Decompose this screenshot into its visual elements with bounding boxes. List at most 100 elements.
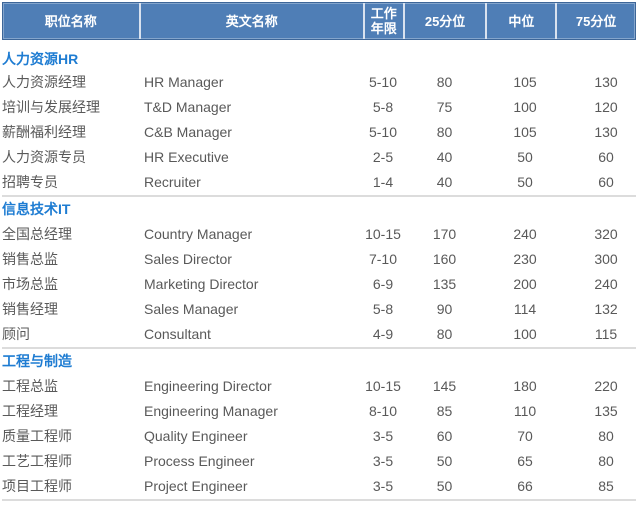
cell-years: 1-4 xyxy=(372,174,394,190)
cell-position-en: Sales Director xyxy=(144,251,232,267)
cell-years: 5-10 xyxy=(368,124,398,140)
cell-position-cn: 薪酬福利经理 xyxy=(2,124,86,140)
cell-median: 66 xyxy=(517,478,533,494)
header-cell-position-cn: 职位名称 xyxy=(44,13,97,29)
table-row: 人力资源经理 HR Manager 5-10 80 105 130 xyxy=(2,70,636,95)
cell-position-cn: 工程总监 xyxy=(2,378,58,394)
cell-median: 50 xyxy=(517,149,533,165)
table-row: 人力资源专员 HR Executive 2-5 40 50 60 xyxy=(2,145,636,170)
cell-position-cn: 工艺工程师 xyxy=(2,453,72,469)
cell-p75: 130 xyxy=(594,124,618,140)
header-cell-median: 中位 xyxy=(485,3,555,39)
table-row: 顾问 Consultant 4-9 80 100 115 xyxy=(2,322,636,347)
cell-p75: 60 xyxy=(598,174,614,190)
cell-p75: 130 xyxy=(594,74,618,90)
cell-years: 5-10 xyxy=(368,74,398,90)
cell-position-en: Country Manager xyxy=(144,226,253,242)
table-row: 工程总监 Engineering Director 10-15 145 180 … xyxy=(2,374,636,399)
table-row: 质量工程师 Quality Engineer 3-5 60 70 80 xyxy=(2,424,636,449)
cell-years: 3-5 xyxy=(372,428,394,444)
cell-p25: 50 xyxy=(436,453,453,469)
cell-p25: 170 xyxy=(432,226,457,242)
cell-position-en: C&B Manager xyxy=(144,124,232,140)
cell-position-en: Recruiter xyxy=(144,174,201,190)
cell-position-en: HR Executive xyxy=(144,149,229,165)
cell-p75: 132 xyxy=(594,301,618,317)
cell-p25: 145 xyxy=(432,378,457,394)
cell-years: 6-9 xyxy=(372,276,394,292)
section-title: 人力资源HR xyxy=(2,51,79,67)
cell-position-cn: 工程经理 xyxy=(2,403,58,419)
section-rows: 工程总监 Engineering Director 10-15 145 180 … xyxy=(2,374,636,499)
cell-median: 105 xyxy=(513,74,537,90)
cell-years: 8-10 xyxy=(368,403,398,419)
cell-p75: 80 xyxy=(598,428,614,444)
cell-position-en: Engineering Manager xyxy=(144,403,278,419)
cell-years: 5-8 xyxy=(372,99,394,115)
cell-position-cn: 项目工程师 xyxy=(2,478,72,494)
cell-position-cn: 人力资源经理 xyxy=(2,74,86,90)
table-row: 销售经理 Sales Manager 5-8 90 114 132 xyxy=(2,297,636,322)
cell-years: 3-5 xyxy=(372,478,394,494)
cell-p25: 160 xyxy=(432,251,457,267)
cell-p75: 80 xyxy=(598,453,614,469)
cell-years: 2-5 xyxy=(372,149,394,165)
cell-years: 4-9 xyxy=(372,326,394,342)
table-row: 培训与发展经理 T&D Manager 5-8 75 100 120 xyxy=(2,95,636,120)
cell-position-en: Project Engineer xyxy=(144,478,248,494)
table-row: 全国总经理 Country Manager 10-15 170 240 320 xyxy=(2,222,636,247)
cell-position-en: Marketing Director xyxy=(144,276,259,292)
cell-position-en: T&D Manager xyxy=(144,99,232,115)
cell-median: 180 xyxy=(513,378,537,394)
cell-position-en: Consultant xyxy=(144,326,211,342)
cell-p25: 80 xyxy=(436,326,453,342)
section-rows: 人力资源经理 HR Manager 5-10 80 105 130 培训与发展经… xyxy=(2,70,636,195)
cell-position-cn: 顾问 xyxy=(2,326,30,342)
cell-years: 3-5 xyxy=(372,453,394,469)
cell-p75: 320 xyxy=(594,226,618,242)
cell-position-en: Engineering Director xyxy=(144,378,272,394)
cell-years: 10-15 xyxy=(365,226,401,242)
table-section: 信息技术IT 全国总经理 Country Manager 10-15 170 2… xyxy=(2,195,636,347)
cell-p25: 85 xyxy=(436,403,453,419)
cell-median: 114 xyxy=(513,301,537,317)
cell-position-cn: 质量工程师 xyxy=(2,428,72,444)
cell-p25: 75 xyxy=(436,99,453,115)
table-row: 销售总监 Sales Director 7-10 160 230 300 xyxy=(2,247,636,272)
header-cell-position-en: 英文名称 xyxy=(138,3,363,39)
cell-p75: 85 xyxy=(598,478,614,494)
cell-position-cn: 销售总监 xyxy=(2,251,58,267)
cell-position-cn: 人力资源专员 xyxy=(2,149,86,165)
cell-median: 65 xyxy=(517,453,533,469)
cell-position-cn: 培训与发展经理 xyxy=(2,99,100,115)
cell-p75: 60 xyxy=(598,149,614,165)
table-row: 工艺工程师 Process Engineer 3-5 50 65 80 xyxy=(2,449,636,474)
table-row: 工程经理 Engineering Manager 8-10 85 110 135 xyxy=(2,399,636,424)
cell-position-cn: 市场总监 xyxy=(2,276,58,292)
cell-years: 10-15 xyxy=(365,378,401,394)
cell-p75: 135 xyxy=(594,403,618,419)
salary-table: 职位名称 英文名称 工作年限 25分位 中位 75分位 人力资源HR 人力资源经… xyxy=(2,2,636,501)
cell-years: 7-10 xyxy=(368,251,398,267)
table-row: 薪酬福利经理 C&B Manager 5-10 80 105 130 xyxy=(2,120,636,145)
table-row: 招聘专员 Recruiter 1-4 40 50 60 xyxy=(2,170,636,195)
cell-p75: 115 xyxy=(594,326,618,342)
cell-median: 240 xyxy=(513,226,537,242)
cell-median: 230 xyxy=(513,251,537,267)
cell-years: 5-8 xyxy=(372,301,394,317)
cell-p25: 40 xyxy=(436,174,453,190)
cell-p25: 60 xyxy=(436,428,453,444)
table-body: 人力资源HR 人力资源经理 HR Manager 5-10 80 105 130… xyxy=(2,40,636,499)
cell-median: 105 xyxy=(513,124,537,140)
section-rows: 全国总经理 Country Manager 10-15 170 240 320 … xyxy=(2,222,636,347)
cell-position-cn: 全国总经理 xyxy=(2,226,72,242)
cell-median: 70 xyxy=(517,428,533,444)
table-row: 项目工程师 Project Engineer 3-5 50 66 85 xyxy=(2,474,636,499)
cell-position-cn: 销售经理 xyxy=(2,301,58,317)
cell-p25: 80 xyxy=(436,74,453,90)
cell-p75: 240 xyxy=(594,276,618,292)
cell-position-en: HR Manager xyxy=(144,74,224,90)
cell-position-en: Quality Engineer xyxy=(144,428,248,444)
table-row: 市场总监 Marketing Director 6-9 135 200 240 xyxy=(2,272,636,297)
